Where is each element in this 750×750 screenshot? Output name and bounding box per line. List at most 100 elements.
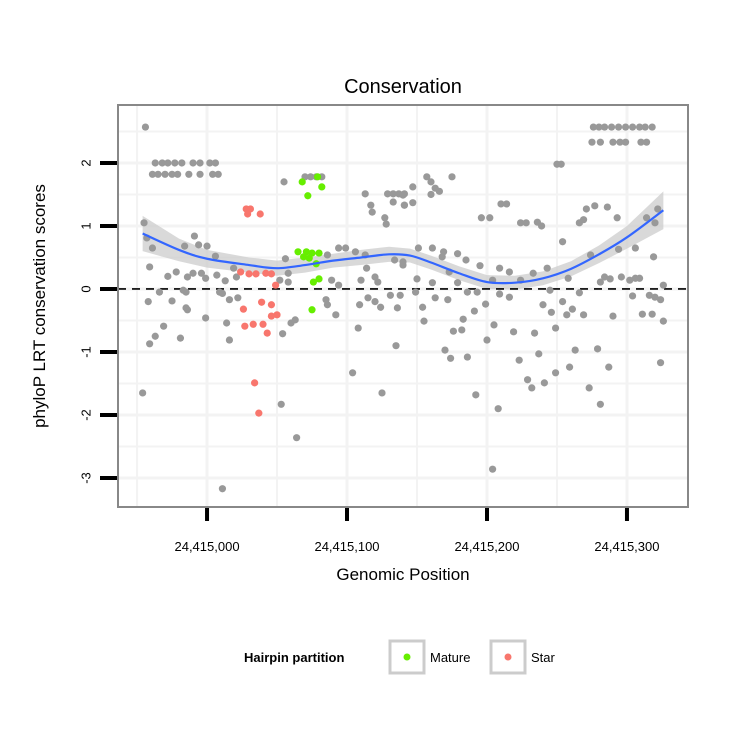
data-point-other	[367, 201, 375, 209]
legend-label-mature: Mature	[430, 650, 470, 665]
data-point-other	[651, 219, 659, 227]
data-point-other	[146, 340, 154, 348]
data-point-other	[230, 264, 238, 272]
data-point-other	[483, 336, 491, 344]
data-point-other	[196, 159, 204, 167]
x-axis: 24,415,000 24,415,100 24,415,200 24,415,300	[174, 508, 660, 554]
data-point-other	[151, 159, 159, 167]
data-point-other	[351, 248, 360, 256]
data-point-other	[529, 269, 537, 277]
data-point-other	[596, 138, 604, 146]
data-point-other	[154, 170, 162, 178]
y-tick-label: -2	[79, 409, 94, 421]
data-point-other	[423, 173, 431, 181]
data-point-other	[600, 123, 609, 131]
data-point-other	[621, 138, 630, 146]
data-point-other	[280, 178, 288, 186]
data-point-other	[213, 271, 221, 279]
data-point-other	[277, 400, 285, 408]
data-point-other	[613, 214, 621, 222]
data-point-other	[155, 288, 164, 296]
data-point-other	[202, 314, 210, 322]
data-point-other	[364, 294, 372, 302]
data-point-other	[651, 293, 659, 301]
data-point-star	[255, 409, 263, 417]
data-point-other	[473, 288, 481, 296]
data-point-other	[490, 321, 498, 329]
data-point-other	[140, 219, 148, 227]
data-point-other	[449, 327, 457, 335]
data-point-other	[214, 170, 222, 178]
data-point-mature	[318, 183, 326, 191]
legend-label-star: Star	[531, 650, 556, 665]
data-point-other	[446, 354, 455, 362]
data-point-other	[585, 384, 593, 392]
data-point-other	[151, 332, 159, 340]
data-point-other	[494, 405, 502, 413]
data-point-other	[571, 346, 579, 354]
data-point-other	[276, 276, 284, 284]
data-point-other	[435, 187, 443, 195]
legend: Hairpin partition Mature Star	[244, 639, 556, 675]
data-point-other	[409, 199, 417, 207]
data-point-other	[342, 244, 350, 252]
data-point-other	[396, 291, 404, 299]
data-point-other	[476, 262, 484, 270]
data-point-other	[393, 304, 402, 312]
data-point-other	[609, 312, 617, 320]
data-point-other	[462, 256, 470, 264]
data-point-other	[357, 276, 365, 284]
data-point-star	[239, 305, 248, 313]
data-point-other	[659, 317, 667, 325]
data-point-other	[413, 275, 421, 283]
data-point-other	[195, 241, 203, 249]
data-point-other	[607, 123, 616, 131]
data-point-other	[279, 330, 287, 338]
data-point-other	[528, 384, 536, 392]
data-point-other	[481, 300, 490, 308]
x-tick-label: 24,415,000	[174, 539, 239, 554]
data-point-other	[349, 369, 357, 377]
data-point-other	[221, 277, 229, 285]
data-point-other	[181, 242, 189, 250]
data-point-other	[196, 170, 204, 178]
data-point-other	[642, 214, 651, 222]
data-point-other	[444, 296, 452, 304]
data-point-other	[232, 273, 241, 281]
data-point-other	[174, 170, 182, 178]
data-point-star	[259, 320, 267, 328]
data-point-other	[160, 322, 168, 330]
data-point-other	[428, 244, 436, 252]
data-point-other	[371, 297, 379, 306]
data-point-other	[218, 485, 227, 493]
data-point-other	[363, 264, 371, 272]
data-point-other	[656, 296, 665, 304]
data-point-other	[516, 219, 525, 227]
data-point-other	[427, 190, 435, 199]
data-point-other	[579, 216, 588, 224]
data-point-star	[237, 268, 245, 276]
data-point-other	[378, 389, 386, 397]
data-point-other	[537, 222, 546, 230]
data-point-other	[427, 178, 435, 186]
data-point-other	[139, 389, 147, 397]
data-point-other	[164, 272, 172, 280]
data-point-other	[399, 191, 407, 199]
y-axis: -3 -2 -1 0 1 2	[79, 159, 117, 484]
data-point-other	[374, 278, 382, 286]
data-point-mature	[308, 306, 316, 314]
data-point-other	[183, 306, 192, 314]
data-point-other	[551, 369, 560, 377]
data-point-other	[411, 288, 420, 296]
data-point-other	[605, 363, 613, 371]
data-point-other	[418, 303, 427, 311]
data-point-other	[635, 274, 644, 282]
data-point-other	[515, 356, 523, 364]
data-point-other	[158, 159, 166, 167]
data-point-other	[609, 138, 617, 146]
data-point-other	[591, 202, 599, 210]
data-point-other	[431, 294, 439, 302]
data-point-other	[523, 376, 532, 384]
data-point-other	[535, 350, 543, 358]
